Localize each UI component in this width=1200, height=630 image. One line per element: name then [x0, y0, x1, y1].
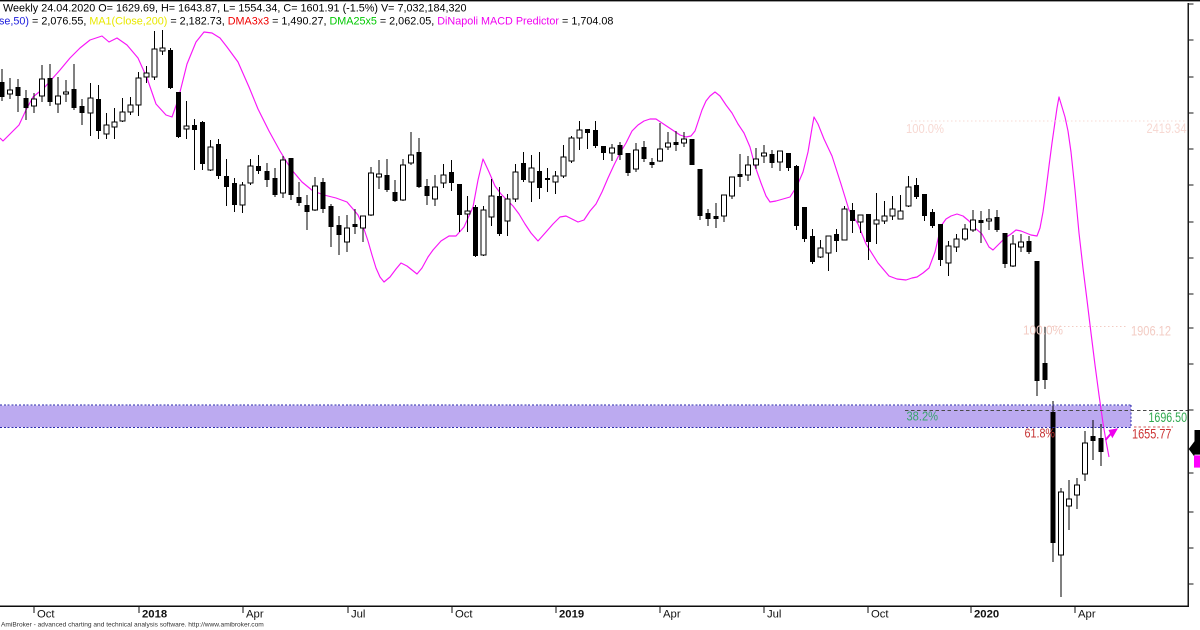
svg-text:1655.77: 1655.77 — [1132, 427, 1172, 442]
svg-text:2020: 2020 — [974, 609, 999, 621]
svg-text:1906.12: 1906.12 — [1131, 324, 1171, 339]
svg-text:Jul: Jul — [351, 609, 365, 621]
svg-text:2019: 2019 — [559, 609, 584, 621]
svg-text:Oct: Oct — [455, 609, 473, 621]
svg-text:2018: 2018 — [142, 609, 167, 621]
svg-text:Oct: Oct — [871, 609, 889, 621]
svg-text:Oct: Oct — [37, 609, 55, 621]
svg-text:2419.34: 2419.34 — [1147, 121, 1187, 136]
svg-text:Jul: Jul — [767, 609, 781, 621]
svg-text:Apr: Apr — [1078, 609, 1096, 621]
svg-text:se,50) = 2,076.55, MA1(Close,2: se,50) = 2,076.55, MA1(Close,200) = 2,18… — [0, 16, 613, 28]
svg-text:100.0%: 100.0% — [906, 121, 944, 136]
svg-text:Apr: Apr — [663, 609, 681, 621]
svg-text:38.2%: 38.2% — [907, 410, 939, 424]
svg-text:Apr: Apr — [246, 609, 264, 621]
svg-text:Weekly 24.04.2020 O= 1629.69,: Weekly 24.04.2020 O= 1629.69, H= 1643.87… — [3, 3, 467, 15]
svg-text:61.8%: 61.8% — [1025, 427, 1056, 441]
svg-text:100.0%: 100.0% — [1023, 323, 1063, 338]
svg-text:AmiBroker - advanced charting: AmiBroker - advanced charting and techni… — [1, 621, 264, 628]
svg-text:1696.50: 1696.50 — [1149, 410, 1188, 425]
